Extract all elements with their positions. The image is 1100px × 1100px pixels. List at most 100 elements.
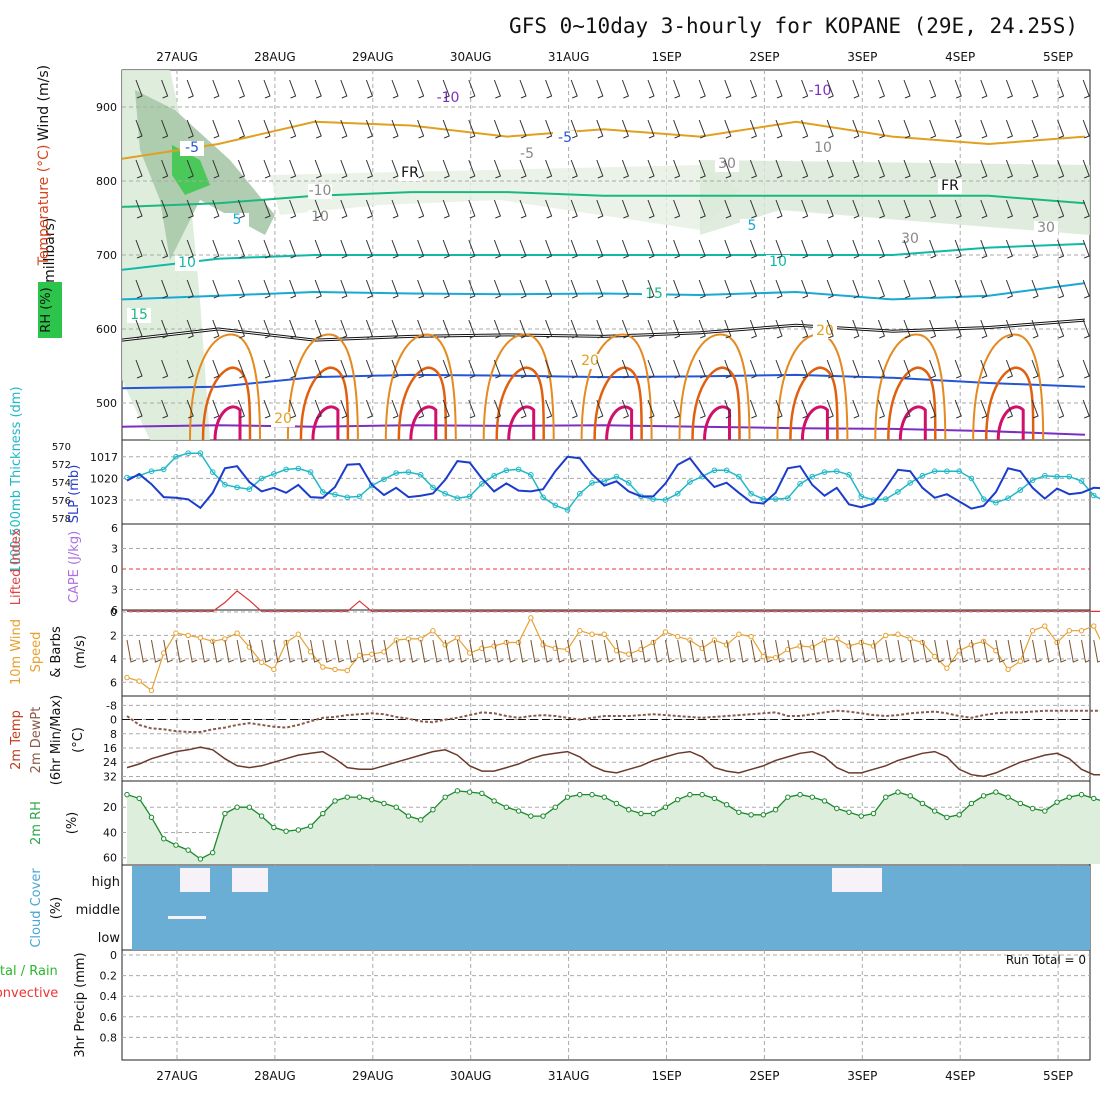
- wind-barb: [877, 399, 886, 419]
- wind-barb: [1082, 399, 1090, 419]
- surface-wind-barb: [1032, 639, 1042, 663]
- thickness-marker: [1005, 495, 1011, 502]
- thickness-tick: 576: [52, 496, 71, 507]
- wind-barb: [826, 239, 834, 259]
- wind-barb: [903, 159, 911, 179]
- wind-barb: [468, 159, 476, 179]
- wind-barb: [340, 199, 348, 219]
- thickness-marker: [442, 490, 448, 497]
- rh-marker: [1054, 799, 1060, 805]
- wind-barb: [314, 279, 322, 299]
- legend-rh: RH (%): [39, 287, 54, 332]
- temp-tick: -8: [106, 699, 117, 712]
- wind-barb: [263, 279, 271, 299]
- wind-speed-marker: [454, 635, 461, 641]
- wind-speed-marker: [344, 667, 350, 674]
- rh-marker: [626, 807, 632, 813]
- rh-marker: [515, 808, 522, 814]
- temp-axis-label: (6hr Min/Max): [49, 695, 64, 785]
- wind-barb: [161, 79, 169, 99]
- li-tick: 6: [111, 522, 118, 535]
- wind-barb: [852, 199, 860, 219]
- wind-barb: [980, 399, 988, 419]
- wind-barb: [365, 159, 374, 179]
- wind-barb: [493, 399, 502, 419]
- wind-barb: [391, 359, 399, 379]
- wind-barb: [161, 119, 169, 139]
- rh-marker: [246, 804, 253, 810]
- date-tick-bottom: 28AUG: [254, 1069, 296, 1083]
- wind-barb: [749, 319, 758, 339]
- thickness-marker: [160, 466, 167, 473]
- wind-barb: [442, 399, 450, 419]
- wind-barb: [1005, 239, 1014, 259]
- temp-axis-label: 2m DewPt: [29, 707, 44, 774]
- rh-marker: [711, 795, 718, 802]
- contour-label: 5: [233, 212, 242, 228]
- contour-label: 30: [901, 231, 919, 247]
- rh-marker: [883, 794, 889, 800]
- wind-barb: [621, 119, 630, 139]
- surface-wind-barb: [444, 639, 455, 663]
- wind-barb: [1057, 79, 1065, 99]
- thickness-marker: [148, 468, 155, 475]
- surface-wind-barb: [836, 639, 846, 663]
- wind-barb: [263, 399, 271, 419]
- contour-label: -10: [809, 83, 832, 99]
- wind-barb: [673, 399, 681, 419]
- surface-wind-barb: [138, 639, 149, 663]
- rh-marker: [1029, 805, 1036, 812]
- wind-barb: [775, 319, 783, 339]
- wind-barb: [647, 199, 655, 219]
- rh-marker: [234, 804, 240, 810]
- wind-speed-marker: [185, 632, 191, 639]
- wind-barb: [775, 119, 783, 139]
- wind-barb: [749, 119, 758, 139]
- rh-marker: [442, 794, 448, 800]
- rh-marker: [222, 810, 228, 817]
- wind-axis-label: (m/s): [73, 635, 88, 669]
- wind-barb: [980, 119, 988, 139]
- rh-marker: [479, 790, 485, 797]
- surface-wind-barb: [273, 639, 284, 663]
- thickness-marker: [491, 472, 497, 479]
- thickness-marker: [552, 502, 559, 509]
- thickness-marker: [405, 469, 412, 475]
- wind-barb: [186, 359, 194, 379]
- thickness-marker: [283, 466, 289, 473]
- wind-barb: [698, 239, 706, 259]
- wind-barb: [621, 199, 630, 219]
- rh-marker: [332, 798, 338, 804]
- wind-speed-marker: [895, 631, 901, 637]
- contour-label: 20: [274, 411, 292, 427]
- thickness-marker: [173, 454, 179, 460]
- surface-wind-barb: [518, 639, 528, 663]
- wind-barb: [468, 239, 476, 259]
- wind-barb: [468, 359, 476, 379]
- surface-wind-barb: [738, 639, 749, 663]
- temperature-contour: [121, 242, 1086, 271]
- temperature-contour: [800, 405, 829, 441]
- contour-label: 30: [1037, 220, 1055, 236]
- wind-barb: [980, 159, 988, 179]
- surface-wind-barb: [970, 639, 981, 663]
- thickness-tick: 574: [52, 478, 71, 489]
- surface-wind-barb: [848, 639, 859, 663]
- legend-wind: Wind (m/s): [36, 65, 52, 141]
- wind-speed-marker: [1078, 628, 1085, 634]
- wind-barb: [954, 239, 962, 259]
- date-tick-bottom: 5SEP: [1043, 1069, 1073, 1083]
- contour-label: 30: [718, 156, 736, 172]
- wind-barb: [212, 79, 220, 99]
- wind-barb: [852, 239, 860, 259]
- rh-marker: [564, 794, 571, 800]
- rh-marker: [161, 836, 167, 842]
- wind-barb: [929, 279, 937, 299]
- wind-barb: [596, 79, 604, 99]
- surface-wind-barb: [236, 639, 247, 663]
- rh-marker: [136, 795, 142, 802]
- precip-tick: 0: [110, 949, 117, 962]
- wind-barb: [161, 399, 169, 419]
- pressure-tick: 500: [96, 397, 117, 410]
- wind-barb: [314, 359, 322, 379]
